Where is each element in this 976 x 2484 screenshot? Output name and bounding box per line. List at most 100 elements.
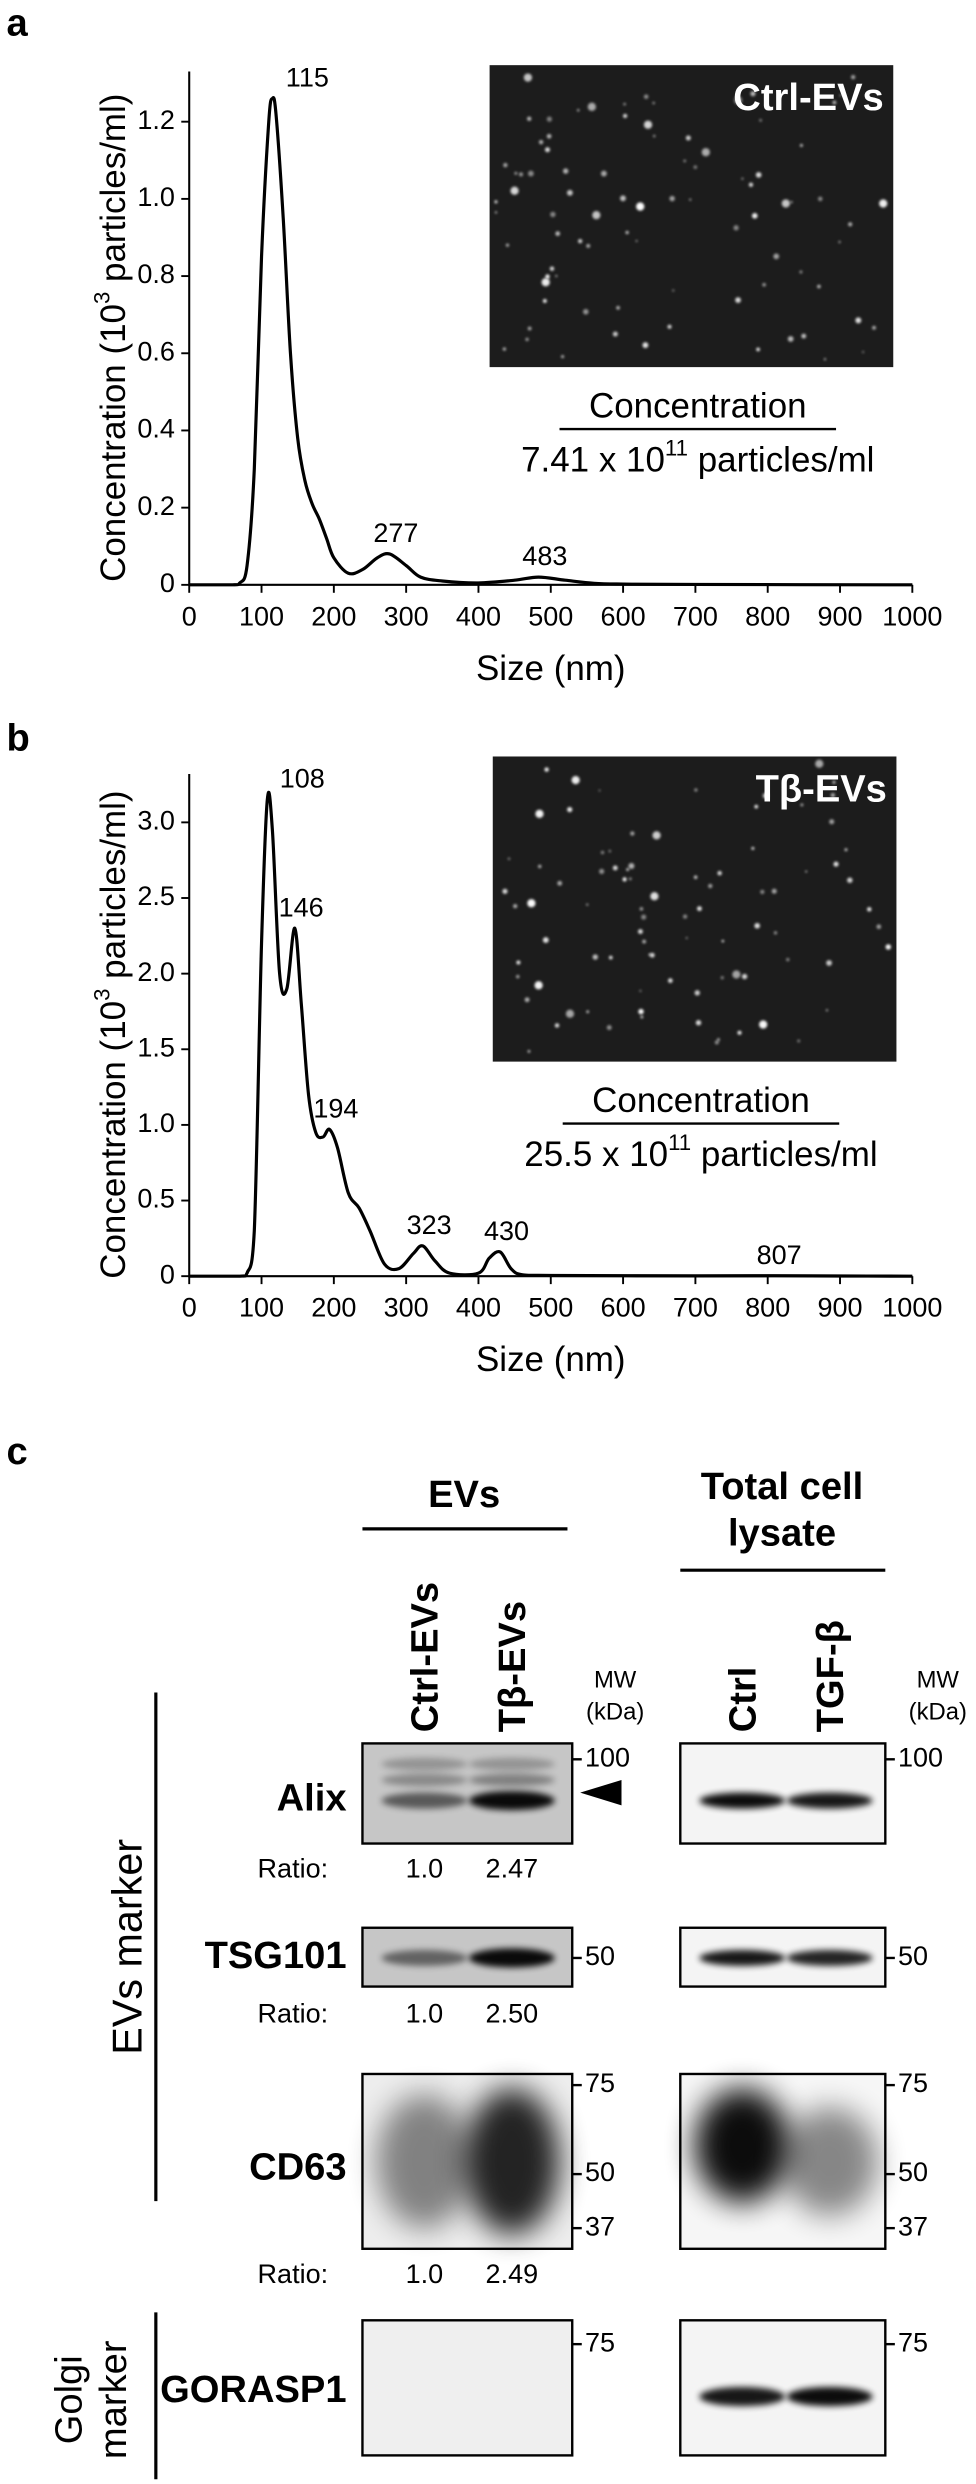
particle	[826, 960, 832, 966]
particle	[571, 775, 580, 785]
blot-frame	[679, 2319, 887, 2457]
particle	[815, 759, 824, 768]
particle	[586, 1010, 590, 1014]
particle	[510, 186, 519, 195]
particle	[600, 850, 605, 855]
concentration-value: 7.41 x 1011 particles/ml	[521, 436, 874, 480]
charts: 00.20.40.60.81.01.20 100 200 300 400 500 600 70…	[89, 63, 942, 1380]
particle	[771, 888, 777, 894]
mw-marker: 50	[585, 1941, 615, 1971]
particle	[507, 857, 511, 860]
band	[699, 2387, 786, 2407]
nta-image	[489, 65, 894, 368]
particle	[642, 939, 646, 944]
particle	[693, 165, 698, 169]
particle	[516, 975, 520, 979]
mw-marker: 37	[585, 2211, 615, 2241]
particle	[832, 780, 836, 784]
y-label-text: Concentration (10	[94, 1001, 133, 1279]
protein-label: GORASP1	[160, 2368, 346, 2411]
x-tick-label: 400	[456, 601, 501, 631]
particle	[683, 159, 687, 163]
particle	[565, 1009, 575, 1018]
x-tick-label: 400	[456, 1293, 501, 1323]
particle	[650, 892, 659, 901]
value-exponent: 11	[665, 436, 688, 461]
peak-label: 146	[279, 892, 324, 922]
x-tick-label: 100	[239, 1293, 284, 1323]
particle	[599, 868, 605, 875]
particle	[544, 767, 549, 772]
particle	[592, 954, 598, 960]
particle	[542, 299, 547, 303]
particle	[830, 793, 835, 798]
particle	[817, 284, 821, 289]
band-smear	[782, 2107, 878, 2216]
particle	[762, 792, 769, 799]
particle	[513, 904, 518, 909]
ratio-value: 2.49	[486, 2259, 539, 2289]
x-tick-label: 700	[673, 1293, 718, 1323]
peak-label: 108	[280, 764, 325, 794]
panel-letter: b	[6, 717, 29, 760]
particle	[638, 1008, 644, 1015]
particle	[735, 297, 741, 303]
lane-label: Ctrl-EVs	[404, 1582, 447, 1732]
particle	[494, 211, 498, 214]
side-label: Golgi	[48, 2355, 91, 2444]
y-label-text: particles/ml)	[94, 790, 133, 988]
particle	[879, 199, 888, 208]
particle	[844, 848, 848, 852]
particle	[628, 877, 632, 881]
particle	[502, 888, 508, 894]
band	[381, 1950, 468, 1966]
x-tick-label: 900	[817, 601, 862, 631]
particle	[734, 96, 743, 105]
particle	[817, 196, 823, 202]
peak-label: 115	[286, 63, 329, 93]
side-label: EVs marker	[104, 1839, 150, 2055]
band-smear	[694, 2088, 790, 2203]
x-tick-label: 800	[745, 1293, 790, 1323]
mw-marker: 75	[585, 2327, 615, 2357]
lane-label: Ctrl	[722, 1667, 765, 1733]
chart: 0 0.5 1.0 1.5 2.0 2.5 3.0 0 100 200 300 400 500 600 70…	[89, 756, 942, 1379]
ratio-value: 1.0	[406, 1854, 444, 1884]
particle	[639, 907, 644, 911]
particle	[876, 924, 882, 930]
blot-frame	[679, 1742, 887, 1845]
particle	[773, 931, 778, 935]
y-tick-label: 0	[160, 568, 175, 598]
x-tick-label: 300	[384, 1293, 429, 1323]
particle	[667, 978, 673, 983]
particle	[800, 803, 804, 807]
band	[699, 1950, 786, 1966]
y-tick-label: 0.2	[137, 491, 175, 521]
particle	[751, 212, 758, 219]
protein-label: Alix	[277, 1777, 347, 1820]
particle	[578, 239, 583, 244]
particle	[598, 789, 601, 792]
side-label: marker	[92, 2340, 135, 2459]
mw-header: (kDa)	[586, 1699, 644, 1726]
peak-label: 323	[407, 1210, 452, 1240]
x-tick-label: 1000	[882, 1293, 942, 1323]
nta-image	[492, 756, 897, 1062]
particle	[825, 1009, 828, 1012]
particle	[701, 148, 710, 157]
particle	[759, 1020, 768, 1029]
ratio-value: 2.50	[486, 1998, 539, 2028]
particle	[847, 877, 853, 883]
y-tick-label: 0.6	[137, 336, 175, 366]
blot-background	[362, 2320, 573, 2456]
band	[381, 1757, 468, 1771]
particle	[524, 997, 530, 1003]
particle	[637, 929, 643, 935]
panel-letter: a	[6, 2, 28, 45]
particle	[541, 278, 550, 287]
x-tick-label: 800	[745, 601, 790, 631]
x-tick-label: 600	[601, 601, 646, 631]
particle	[773, 253, 780, 260]
size-distribution-line	[189, 790, 913, 1278]
